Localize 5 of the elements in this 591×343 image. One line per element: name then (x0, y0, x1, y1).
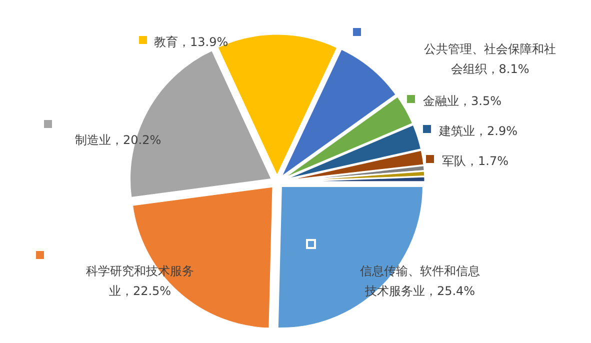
legend-label: 金融业，3.5% (423, 94, 502, 108)
legend-label: 军队，1.7% (442, 154, 508, 168)
slice-label: 公共管理、社会保障和社会组织，8.1% (424, 42, 556, 76)
legend-label: 教育，13.9% (154, 35, 228, 49)
legend-label: 建筑业，2.9% (438, 124, 518, 138)
